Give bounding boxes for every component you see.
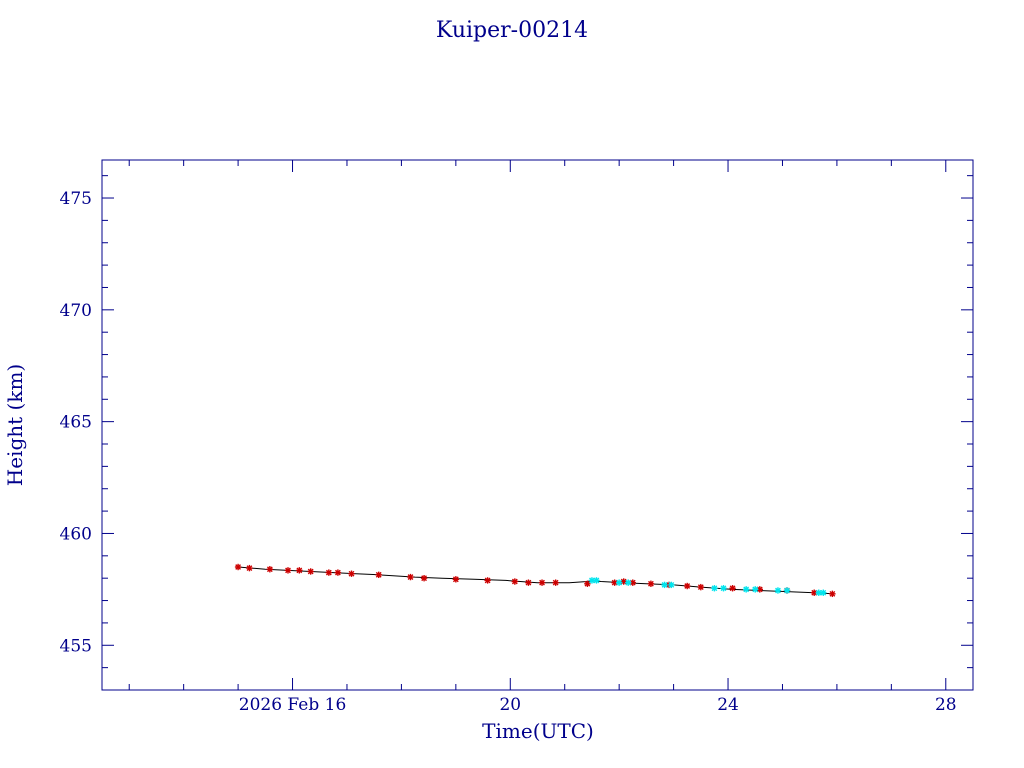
red-data-point (284, 567, 292, 574)
red-data-point (407, 573, 414, 581)
cyan-data-point (711, 585, 718, 592)
x-tick-label: 24 (717, 695, 739, 715)
red-data-point (266, 566, 274, 573)
red-data-point (684, 582, 691, 590)
chart-title: Kuiper-00214 (436, 18, 588, 43)
red-data-point (729, 585, 736, 592)
y-tick-label: 455 (60, 636, 92, 656)
red-data-point (511, 578, 519, 585)
red-data-point (611, 579, 618, 586)
red-data-point (484, 577, 491, 584)
y-tick-label: 465 (60, 413, 92, 433)
cyan-data-point (774, 587, 782, 594)
data-layer (234, 563, 836, 598)
cyan-data-point (720, 585, 727, 592)
red-data-point (375, 571, 382, 579)
red-data-point (348, 570, 355, 577)
plot-border (101, 159, 974, 691)
red-data-point (552, 579, 559, 586)
red-data-point (584, 580, 591, 587)
red-data-point (246, 564, 253, 572)
red-data-point (307, 568, 314, 575)
red-data-point (647, 580, 655, 587)
red-data-point (811, 589, 818, 596)
y-tick-label: 460 (60, 524, 92, 544)
red-data-point (697, 583, 705, 591)
cyan-data-point (593, 577, 600, 584)
red-data-point (452, 576, 460, 583)
red-data-point (525, 579, 532, 586)
red-data-point (829, 590, 836, 598)
red-data-point (538, 579, 546, 586)
y-tick-label: 475 (60, 189, 92, 209)
cyan-data-point (820, 589, 827, 596)
red-data-point (334, 569, 342, 576)
x-tick-label: 28 (935, 695, 957, 715)
y-tick-label: 470 (60, 301, 92, 321)
y-axis: 455 460 465 470 475 (60, 175, 973, 691)
x-tick-label: 20 (499, 695, 521, 715)
cyan-data-point (625, 579, 632, 586)
red-data-point (756, 586, 763, 593)
cyan-data-point (752, 586, 759, 593)
red-data-point (620, 578, 627, 585)
x-tick-label: 2026 Feb 16 (239, 695, 347, 715)
cyan-data-point (661, 581, 668, 589)
red-data-point (325, 569, 333, 576)
red-data-point (296, 567, 303, 574)
x-axis-label: Time(UTC) (482, 719, 594, 743)
cyan-data-point (783, 587, 791, 594)
red-data-point (234, 563, 242, 571)
cyan-data-point (668, 581, 675, 589)
red-data-point (420, 574, 428, 582)
cyan-data-point (615, 579, 623, 586)
cyan-data-point (742, 586, 750, 593)
x-axis: 2026 Feb 16 20 24 28 (128, 160, 957, 715)
y-axis-label: Height (km) (3, 364, 27, 486)
plot-frame (101, 159, 974, 691)
